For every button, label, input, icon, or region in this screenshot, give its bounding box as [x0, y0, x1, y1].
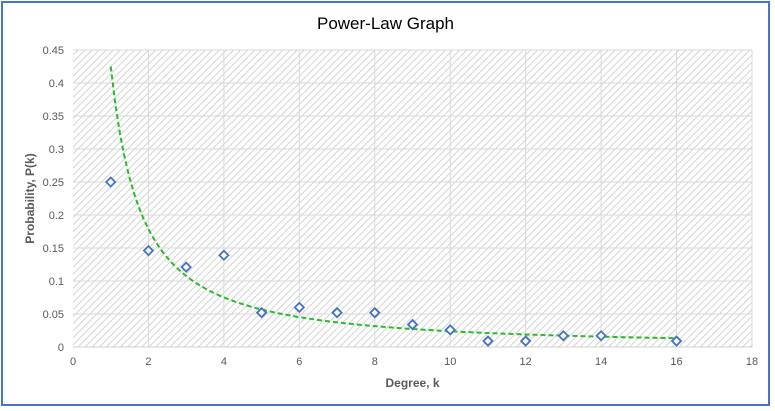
data-point	[406, 318, 419, 331]
x-tick-label: 0	[70, 356, 76, 368]
data-point	[180, 261, 192, 273]
x-tick-label: 14	[595, 356, 607, 368]
data-point	[104, 176, 117, 188]
y-tick-label: 0.35	[43, 111, 64, 123]
y-tick-label: 0.05	[43, 309, 64, 321]
trendline	[109, 66, 677, 340]
data-point	[670, 335, 683, 347]
data-point	[331, 306, 343, 319]
data-point	[444, 324, 456, 336]
y-tick-label: 0	[58, 342, 64, 354]
y-tick-label: 0.15	[43, 243, 64, 255]
x-tick-label: 18	[746, 356, 758, 368]
y-tick-label: 0.2	[49, 210, 64, 222]
y-tick-label: 0.4	[49, 78, 64, 90]
y-axis-title: Probability, P(k)	[23, 153, 37, 243]
y-tick-label: 0.25	[43, 177, 64, 189]
x-tick-label: 16	[670, 356, 682, 368]
data-point	[142, 244, 155, 257]
x-tick-label: 10	[444, 356, 456, 368]
x-axis-title: Degree, k	[385, 376, 439, 390]
plot-area	[73, 50, 752, 347]
y-tick-label: 0.45	[43, 45, 64, 57]
x-tick-label: 4	[221, 356, 227, 368]
x-tick-label: 2	[145, 356, 151, 368]
data-point	[293, 301, 306, 314]
data-point	[255, 306, 268, 319]
x-tick-label: 6	[296, 356, 302, 368]
axes: 0 2 4 6 8 10 12 14 16 18 0 0.05 0.1 0.15 0.2 0.25 0.3 0.3…	[43, 45, 759, 368]
power-trendline	[109, 66, 677, 340]
chart-title: Power-Law Graph	[316, 14, 454, 33]
y-tick-label: 0.1	[49, 276, 64, 288]
y-tick-label: 0.3	[49, 144, 64, 156]
data-point	[595, 330, 607, 342]
x-tick-label: 12	[520, 356, 532, 368]
gridlines	[73, 49, 753, 347]
data-point	[218, 249, 230, 262]
data-point	[557, 330, 570, 342]
data-point	[482, 335, 494, 347]
data-point	[369, 306, 381, 319]
data-points	[104, 176, 683, 347]
x-tick-label: 8	[372, 356, 378, 368]
data-point	[519, 335, 532, 347]
